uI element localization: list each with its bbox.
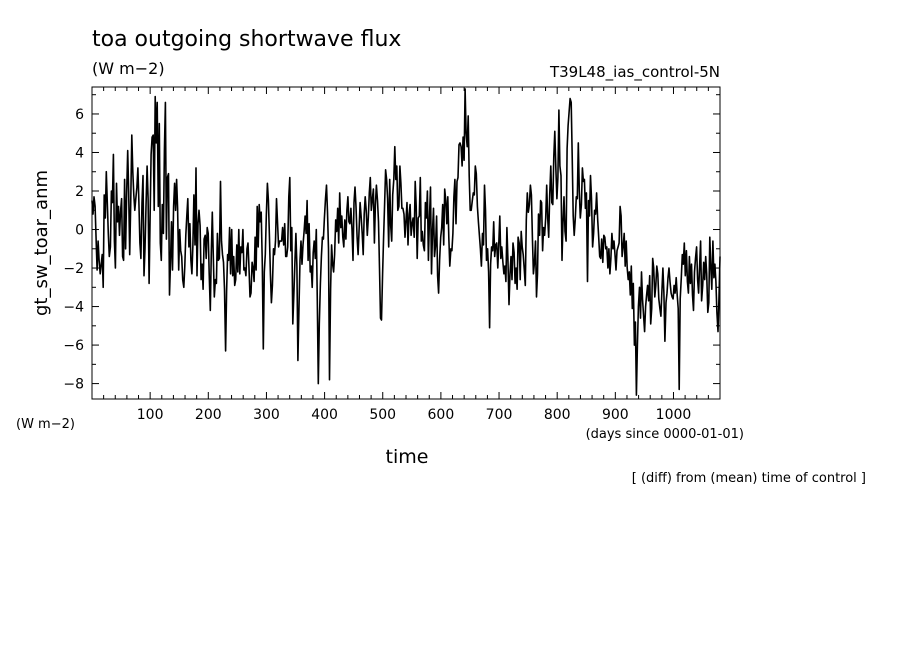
chart-note: [ (diff) from (mean) time of control ] <box>632 471 866 486</box>
series-layer <box>91 88 721 396</box>
y-tick-label: 6 <box>75 107 84 123</box>
y-tick-label: −8 <box>63 377 84 393</box>
chart-units: (W m−2) <box>92 59 165 78</box>
x-axis-units: (days since 0000-01-01) <box>586 427 744 442</box>
run-name: T39L48_ias_control-5N <box>549 63 720 82</box>
y-axis-label: gt_sw_toar_anm <box>31 170 52 316</box>
series-line <box>91 88 721 396</box>
x-tick-label: 900 <box>602 407 629 423</box>
x-tick-label: 700 <box>486 407 513 423</box>
y-tick-label: −2 <box>63 261 84 277</box>
y-tick-label: 2 <box>75 184 84 200</box>
x-tick-label: 1000 <box>656 407 692 423</box>
y-tick-label: 4 <box>75 145 84 161</box>
y-tick-label: −6 <box>63 338 84 354</box>
x-tick-label: 800 <box>544 407 571 423</box>
x-tick-label: 200 <box>195 407 222 423</box>
x-tick-label: 500 <box>369 407 396 423</box>
x-axis-label: time <box>386 446 429 468</box>
x-tick-label: 400 <box>311 407 338 423</box>
chart-title: toa outgoing shortwave flux <box>92 27 401 52</box>
y-tick-label: 0 <box>75 223 84 239</box>
x-tick-label: 100 <box>137 407 164 423</box>
x-tick-label: 300 <box>253 407 280 423</box>
y-axis-units: (W m−2) <box>16 417 75 432</box>
x-tick-label: 600 <box>428 407 455 423</box>
x-axis-ticks: 100 200 300 400 500 600 700 800 900 1000 <box>103 87 709 423</box>
y-axis-ticks: 6 4 2 0 −2 −4 −6 −8 <box>63 94 720 393</box>
y-tick-label: −4 <box>63 300 84 316</box>
